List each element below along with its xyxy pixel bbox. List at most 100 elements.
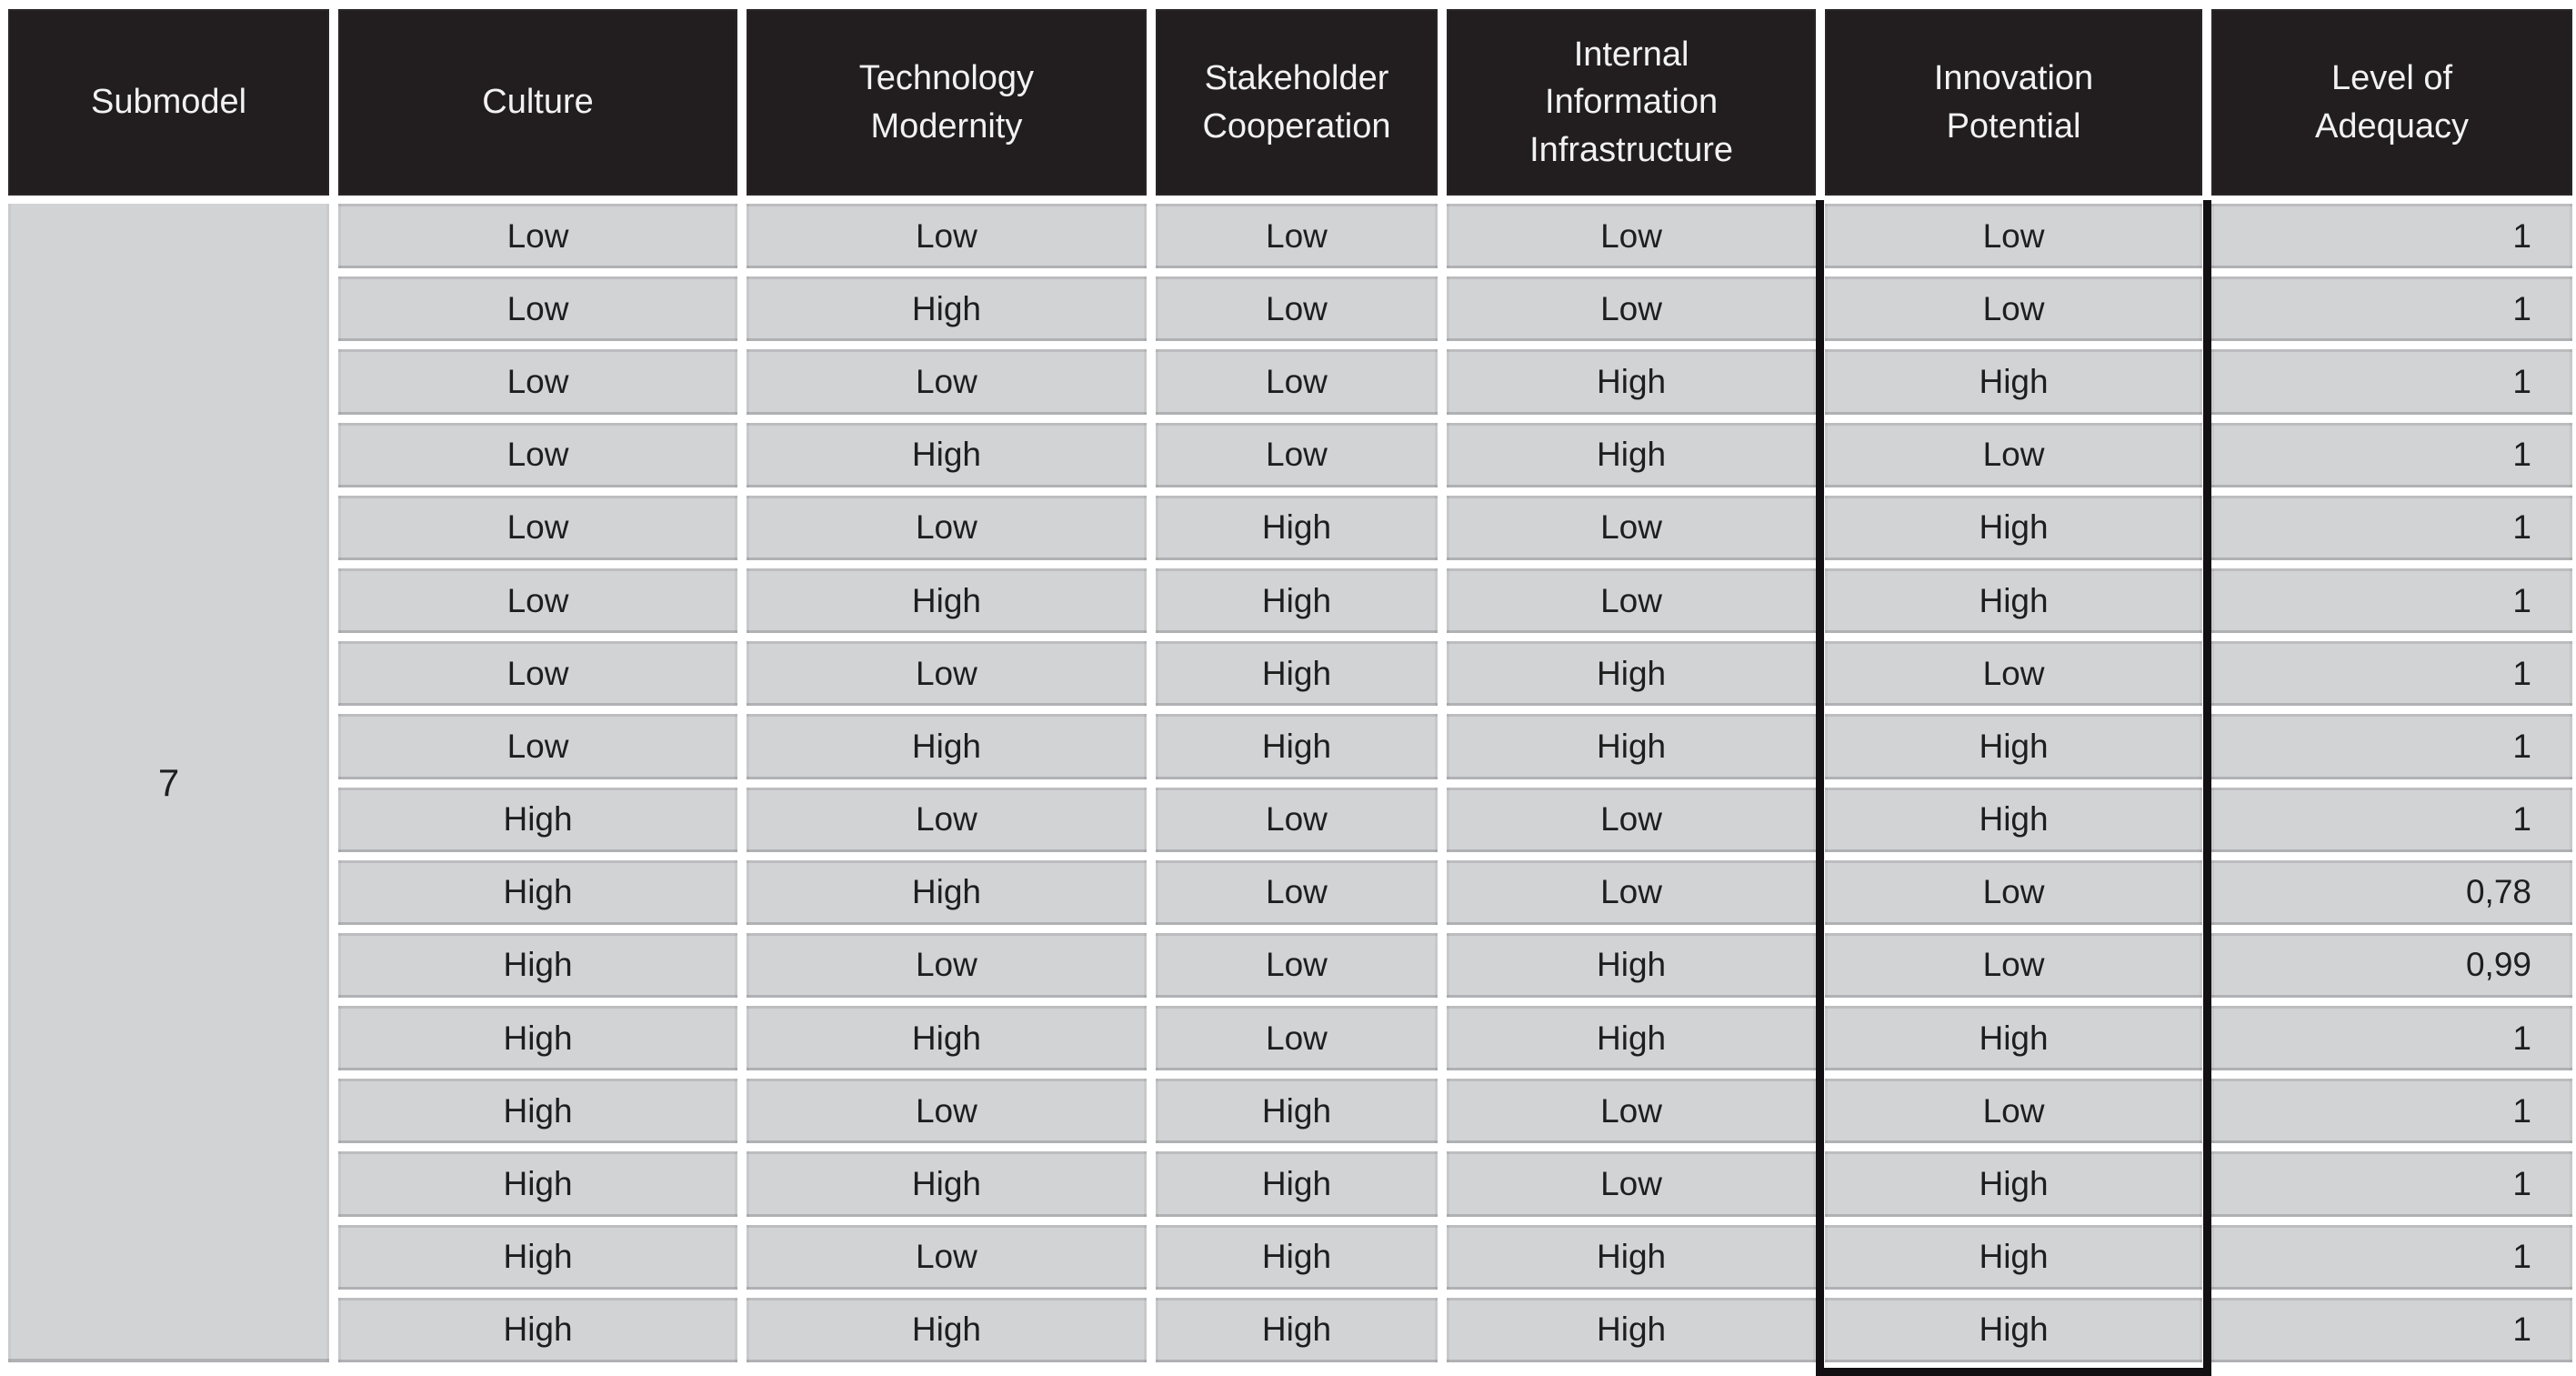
table-cell: Low	[1155, 859, 1438, 925]
table-cell: Low	[338, 276, 737, 342]
table-cell: High	[746, 276, 1147, 342]
column-header-label: Level of Adequacy	[2314, 59, 2469, 146]
table-cell: High	[338, 859, 737, 925]
table-cell: High	[1825, 1224, 2202, 1290]
table-cell: High	[1155, 1297, 1438, 1362]
table-cell: High	[1155, 495, 1438, 560]
table-cell: Low	[338, 567, 737, 634]
table-cell: 1	[2211, 422, 2572, 487]
table-cell: 1	[2211, 349, 2572, 415]
table-cell: High	[1155, 1224, 1438, 1290]
table-cell: 1	[2211, 641, 2572, 707]
table-cell: 1	[2211, 1079, 2572, 1144]
table-cell: Low	[1447, 859, 1817, 925]
table-cell: High	[1447, 932, 1817, 999]
table-cell: Low	[1825, 276, 2202, 342]
table-cell: 1	[2211, 276, 2572, 342]
table-cell: High	[1447, 714, 1817, 779]
table-cell: High	[746, 422, 1147, 487]
column-header-internal-information-infrastructure: Internal Information Infrastructure	[1447, 9, 1817, 196]
table-cell: 1	[2211, 1297, 2572, 1362]
table-cell: Low	[746, 495, 1147, 560]
table-cell: High	[1825, 567, 2202, 634]
adequacy-table: Submodel Culture Technology Modernity St…	[8, 9, 2572, 1376]
table-cell: Low	[338, 349, 737, 415]
column-header-label: Submodel	[90, 83, 247, 122]
table-cell: 1	[2211, 1151, 2572, 1217]
column-header-submodel: Submodel	[8, 9, 330, 196]
table-cell: Low	[746, 1079, 1147, 1144]
table-cell: Low	[746, 787, 1147, 852]
table-cell: 1	[2211, 1006, 2572, 1071]
table-cell: Low	[1447, 787, 1817, 852]
table-cell: Low	[338, 495, 737, 560]
table-cell: Low	[1155, 276, 1438, 342]
column-header-label: Technology Modernity	[858, 59, 1035, 146]
table-cell: High	[1447, 1297, 1817, 1362]
table-cell: High	[746, 567, 1147, 634]
table-cell: High	[1825, 1151, 2202, 1217]
table-cell: High	[746, 1151, 1147, 1217]
column-header-level-of-adequacy: Level of Adequacy	[2211, 9, 2572, 196]
table-cell: Low	[746, 204, 1147, 269]
column-header-technology-modernity: Technology Modernity	[746, 9, 1147, 196]
table-cell: High	[338, 1006, 737, 1071]
table-cell: Low	[338, 641, 737, 707]
table-cell: High	[1155, 641, 1438, 707]
column-header-innovation-potential: Innovation Potential	[1825, 9, 2202, 196]
table-cell: Low	[1447, 495, 1817, 560]
table-cell: High	[338, 1297, 737, 1362]
table-cell: 0,78	[2211, 859, 2572, 925]
table-cell: High	[746, 859, 1147, 925]
column-header-label: Innovation Potential	[1933, 59, 2094, 146]
table-cell: High	[1447, 349, 1817, 415]
table-cell: Low	[1155, 932, 1438, 999]
column-header-label: Stakeholder Cooperation	[1202, 59, 1391, 146]
table-cell: Low	[1447, 1151, 1817, 1217]
table-cell: Low	[1825, 1079, 2202, 1144]
table-cell: 1	[2211, 714, 2572, 779]
table-cell: Low	[1155, 1006, 1438, 1071]
table-cell: High	[1447, 1006, 1817, 1071]
table-cell: High	[746, 1297, 1147, 1362]
submodel-cell: 7	[8, 204, 330, 1362]
table-cell: High	[1825, 1297, 2202, 1362]
table-cell: High	[1825, 787, 2202, 852]
table-cell: High	[338, 1079, 737, 1144]
table-cell: Low	[746, 349, 1147, 415]
table-cell: 1	[2211, 787, 2572, 852]
table-cell: 1	[2211, 204, 2572, 269]
table-cell: High	[1825, 349, 2202, 415]
table-cell: Low	[1447, 1079, 1817, 1144]
table-cell: Low	[338, 714, 737, 779]
table-cell: High	[338, 932, 737, 999]
table-cell: Low	[1447, 276, 1817, 342]
table-cell: Low	[1155, 349, 1438, 415]
column-header-stakeholder-cooperation: Stakeholder Cooperation	[1155, 9, 1438, 196]
table-cell: High	[1155, 567, 1438, 634]
column-header-culture: Culture	[338, 9, 737, 196]
table-cell: Low	[1447, 567, 1817, 634]
column-header-label: Culture	[482, 83, 594, 122]
table-cell: Low	[1155, 787, 1438, 852]
table-cell: High	[1155, 1079, 1438, 1144]
table-cell: High	[338, 1151, 737, 1217]
table-cell: High	[1825, 495, 2202, 560]
table-cell: Low	[746, 1224, 1147, 1290]
table-cell: Low	[1825, 859, 2202, 925]
table-cell: High	[338, 1224, 737, 1290]
table-cell: Low	[338, 204, 737, 269]
table-cell: High	[338, 787, 737, 852]
table-cell: Low	[1825, 422, 2202, 487]
table-cell: High	[746, 1006, 1147, 1071]
table-cell: High	[1825, 714, 2202, 779]
table-cell: Low	[1825, 932, 2202, 999]
table-cell: High	[1825, 1006, 2202, 1071]
table-cell: Low	[1825, 641, 2202, 707]
table-cell: 0,99	[2211, 932, 2572, 999]
table-cell: Low	[746, 932, 1147, 999]
table-cell: 1	[2211, 495, 2572, 560]
table-cell: Low	[1447, 204, 1817, 269]
table-cell: High	[1155, 714, 1438, 779]
table-cell: 1	[2211, 1224, 2572, 1290]
